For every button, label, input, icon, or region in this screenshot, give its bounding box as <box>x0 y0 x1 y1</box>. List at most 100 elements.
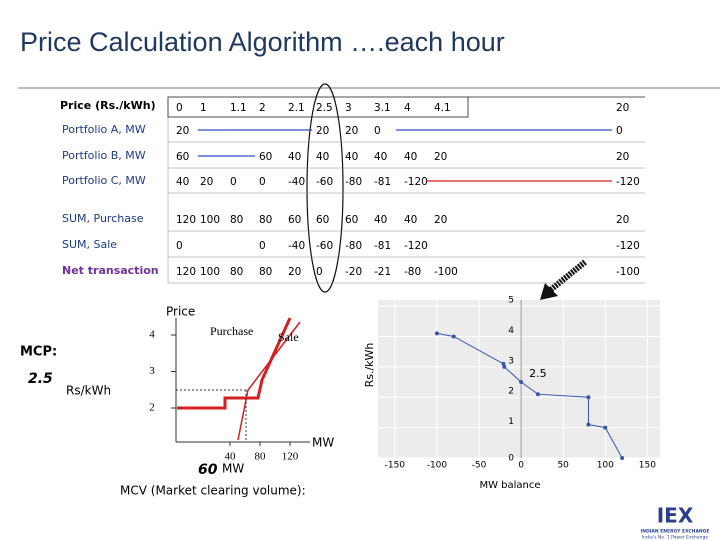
row-label: SUM, Sale <box>62 238 117 251</box>
x-tick-label: 100 <box>597 461 614 471</box>
data-point <box>502 364 507 369</box>
highlight-ellipse <box>306 83 344 293</box>
table-cell: 80 <box>259 266 272 278</box>
table-cell: -40 <box>288 240 305 252</box>
annotation: 2.5 <box>529 367 547 380</box>
data-point <box>535 392 540 397</box>
data-point <box>434 331 439 336</box>
left-y-tick-label: 2 <box>149 402 155 414</box>
y-tick-label: 3 <box>508 356 514 366</box>
price-header: 3.1 <box>374 102 391 114</box>
sale-curve <box>237 321 301 441</box>
table-cell: 120 <box>176 266 196 278</box>
left-x-tick-label: 40 <box>225 451 237 463</box>
table-cell: 0 <box>259 240 266 252</box>
x-tick-label: -50 <box>472 461 487 471</box>
table-cell: -100 <box>616 266 640 278</box>
table-cell: -20 <box>345 266 362 278</box>
table-cell: 0 <box>176 240 183 252</box>
table-cell: 120 <box>176 214 196 226</box>
table-cell: -120 <box>616 240 640 252</box>
header-box <box>167 96 469 118</box>
y-tick-label: 2 <box>508 387 514 397</box>
table-cell: 60 <box>259 151 272 163</box>
y-tick-label: 0 <box>508 454 514 464</box>
table-cell: 40 <box>374 214 387 226</box>
price-header: 2.1 <box>288 102 305 114</box>
left-diagram <box>175 317 310 443</box>
price-header: 1 <box>200 102 207 114</box>
slide-title: Price Calculation Algorithm ….each hour <box>20 27 505 57</box>
table-cell: -40 <box>288 176 305 188</box>
table-cell: 40 <box>374 151 387 163</box>
logo-line2: India's No. 1 Power Exchange <box>642 535 709 540</box>
table-cell: -81 <box>374 240 391 252</box>
data-point <box>501 361 506 366</box>
table-cell: 20 <box>200 176 213 188</box>
x-tick-label: 0 <box>518 461 524 471</box>
data-line <box>436 332 623 459</box>
table-cell: 0 <box>616 125 623 137</box>
data-point <box>451 334 456 339</box>
y-tick-label: 4 <box>508 326 514 336</box>
price-header: 4 <box>404 102 411 114</box>
data-point <box>620 456 625 460</box>
logo-line1: INDIAN ENERGY EXCHANGE <box>641 529 710 535</box>
table-cell: 20 <box>316 125 329 137</box>
table-cell: 60 <box>345 214 358 226</box>
table-cell: -120 <box>404 240 428 252</box>
table-cell: 20 <box>176 125 189 137</box>
y-tick-label: 5 <box>508 296 514 306</box>
row-label: SUM, Purchase <box>62 212 144 225</box>
left-x-tick-label: 80 <box>255 451 267 463</box>
x-tick-label: -150 <box>385 461 406 471</box>
data-point <box>519 380 524 385</box>
table-cell: 100 <box>200 266 220 278</box>
table-cell: 20 <box>434 151 447 163</box>
data-point <box>586 422 591 427</box>
x-tick-label: -100 <box>427 461 448 471</box>
table-cell: 40 <box>288 151 301 163</box>
data-point <box>586 395 591 400</box>
purchase-label: Purchase <box>210 324 253 338</box>
price-header: 2.5 <box>316 102 333 114</box>
table-cell: 40 <box>404 214 417 226</box>
price-header: 2 <box>259 102 266 114</box>
x-axis-label: MW balance <box>479 480 540 491</box>
row-label: Portfolio C, MW <box>62 174 146 187</box>
table-cell: 60 <box>176 151 189 163</box>
table-cell: 0 <box>374 125 381 137</box>
plot <box>378 300 660 460</box>
table-cell: -100 <box>434 266 458 278</box>
left-y-tick-label: 3 <box>149 365 155 377</box>
mcv-label: MCV (Market clearing volume): <box>120 484 306 498</box>
left-axis-title: Price <box>166 305 195 319</box>
table-cell: -81 <box>374 176 391 188</box>
table-cell: 80 <box>259 214 272 226</box>
table-cell: -80 <box>345 240 362 252</box>
header-label: Price (Rs./kWh) <box>60 99 156 112</box>
mcp-value: 2.5 <box>28 371 53 387</box>
table-cell: 20 <box>288 266 301 278</box>
price-header: 0 <box>176 102 183 114</box>
table-cell: -21 <box>374 266 391 278</box>
table-cell: 40 <box>176 176 189 188</box>
table-cell: 60 <box>288 214 301 226</box>
row-label: Portfolio B, MW <box>62 149 146 162</box>
price-header: 20 <box>616 102 629 114</box>
x-tick-label: 150 <box>639 461 656 471</box>
mcp-label: MCP: <box>20 345 57 360</box>
table-cell: 20 <box>345 125 358 137</box>
table-cell: 100 <box>200 214 220 226</box>
table-cell: -60 <box>316 240 333 252</box>
logo-name: IEX <box>657 504 694 528</box>
y-tick-label: 1 <box>508 417 514 427</box>
table-cell: 0 <box>316 266 323 278</box>
table-cell: 20 <box>434 214 447 226</box>
row-label: Portfolio A, MW <box>62 123 146 136</box>
left-x-tick-label: 120 <box>282 451 299 463</box>
price-header: 3 <box>345 102 352 114</box>
table-cell: 0 <box>259 176 266 188</box>
left-x-unit: MW <box>312 436 334 450</box>
